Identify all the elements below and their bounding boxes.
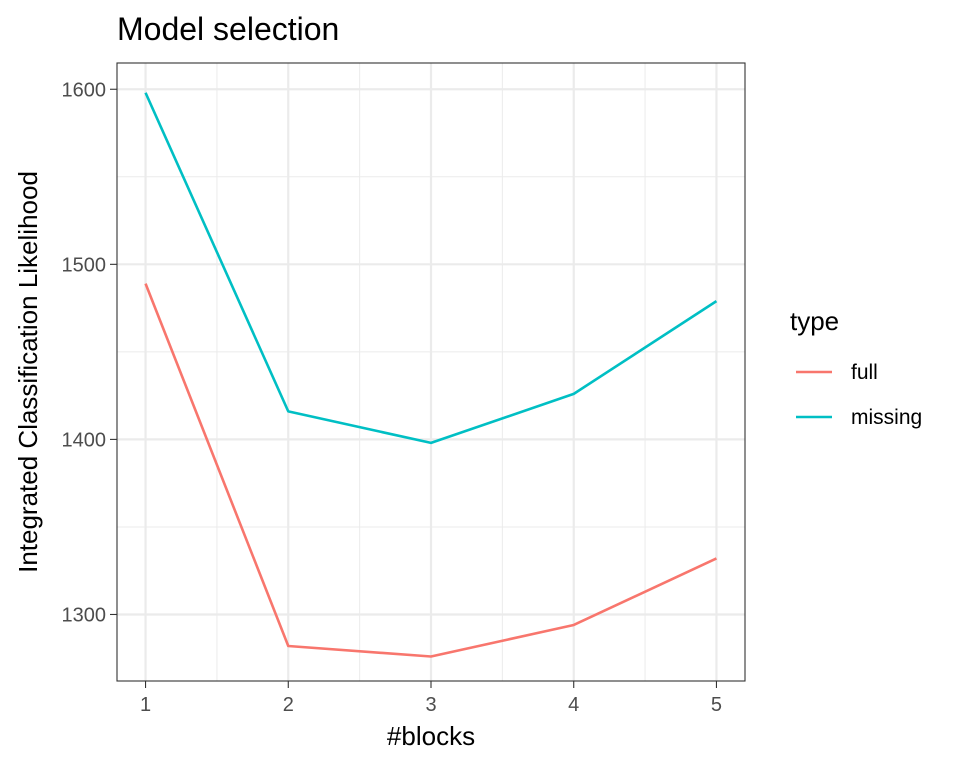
series-lines — [144, 92, 718, 658]
y-tick-label: 1400 — [62, 429, 107, 451]
legend-item-full: full — [796, 361, 878, 384]
chart-title: Model selection — [117, 11, 339, 47]
legend-label-missing: missing — [851, 406, 922, 429]
x-tick-label: 1 — [140, 694, 151, 716]
grid-lines — [117, 63, 745, 681]
axis-ticks: 1 2 3 4 5 1300 1400 1500 1600 — [62, 79, 723, 716]
y-axis-title: Integrated Classification Likelihood — [13, 171, 43, 573]
y-tick-label: 1300 — [62, 604, 107, 626]
series-line-full — [144, 283, 717, 658]
x-tick-label: 2 — [283, 694, 294, 716]
y-tick-label: 1600 — [62, 79, 107, 101]
legend-item-missing: missing — [796, 406, 922, 429]
series-line-missing — [144, 92, 718, 445]
y-tick-label: 1500 — [62, 254, 107, 276]
legend-items: full missing — [796, 361, 922, 429]
legend-label-full: full — [851, 361, 878, 384]
x-tick-label: 3 — [425, 694, 436, 716]
legend-title: type — [790, 306, 839, 336]
x-axis-title: #blocks — [387, 721, 475, 751]
legend: type full missing — [790, 306, 922, 429]
x-tick-label: 5 — [711, 694, 722, 716]
x-tick-label: 4 — [568, 694, 579, 716]
